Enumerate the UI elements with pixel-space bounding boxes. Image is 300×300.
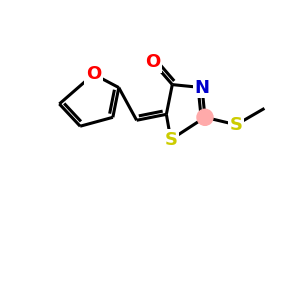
Text: N: N bbox=[194, 79, 209, 97]
Text: O: O bbox=[145, 53, 160, 71]
Text: S: S bbox=[164, 130, 177, 148]
Text: O: O bbox=[86, 65, 101, 83]
Circle shape bbox=[194, 80, 210, 96]
Text: S: S bbox=[230, 116, 243, 134]
Circle shape bbox=[197, 109, 213, 125]
